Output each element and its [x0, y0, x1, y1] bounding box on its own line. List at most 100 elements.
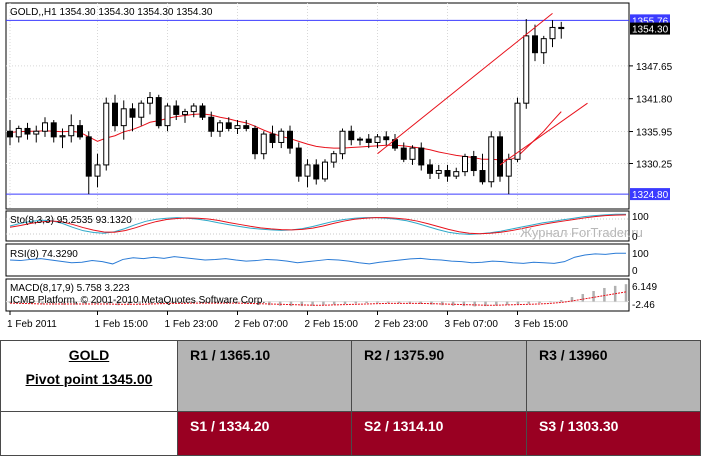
candle-body [164, 105, 171, 127]
candle-body [479, 170, 486, 183]
candle-body [558, 26, 565, 30]
candle [322, 159, 328, 182]
lower-price-label: 1324.80 [632, 190, 669, 201]
indicator-layer [6, 213, 629, 307]
macd-scale-bottom: -2.46 [632, 300, 655, 311]
candle [164, 103, 171, 132]
candle-body [488, 136, 495, 183]
candle [287, 125, 293, 154]
rsi-scale-top: 100 [632, 249, 649, 260]
macd-label: MACD(8,17,9) 5.758 3.223 [10, 283, 130, 294]
sto-scale-top: 100 [632, 212, 649, 223]
candle [199, 103, 206, 121]
candle-body [199, 105, 206, 118]
candle-body [208, 116, 215, 132]
candle-body [339, 130, 346, 155]
candle-body [260, 133, 267, 155]
candle-body [453, 171, 460, 177]
candle [330, 150, 337, 168]
candle-body [322, 161, 328, 180]
candle [374, 134, 381, 149]
lower-price-label-bg [630, 188, 670, 201]
candle [147, 91, 153, 115]
candle-body [427, 164, 433, 174]
candle [409, 145, 416, 165]
candle [532, 24, 538, 62]
candle-body [243, 125, 250, 129]
candle [269, 125, 276, 149]
candle-body [24, 127, 31, 135]
candle [59, 128, 66, 149]
candle-body [532, 35, 538, 54]
candle-body [330, 153, 337, 163]
rsi-scale-bottom: 0 [632, 266, 638, 277]
candle-body [313, 164, 320, 180]
symbol-header: GOLD,,H1 1354.30 1354.30 1354.30 1354.30 [10, 7, 213, 18]
lower-trendline [499, 102, 588, 166]
candle-body [418, 147, 425, 166]
candle [558, 21, 565, 39]
candle [549, 20, 556, 48]
candle [462, 153, 468, 177]
upper-trendline [377, 13, 553, 155]
candle [453, 167, 460, 179]
watermark-text: Журнал ForTrader.ru [520, 225, 643, 240]
candle-layer [7, 19, 565, 195]
candle [182, 108, 188, 123]
candle-body [94, 164, 101, 177]
candle [77, 120, 83, 140]
candle-body [120, 108, 127, 127]
candle [112, 94, 118, 132]
macd-signal-line [9, 291, 627, 306]
candle-body [33, 130, 40, 135]
candle-body [365, 138, 372, 143]
x-tick-label: 2 Feb 15:00 [305, 319, 359, 330]
candle [497, 131, 503, 182]
candle-body [540, 38, 547, 54]
axis-layer: 1 Feb 2011 1 Feb 15:00 1 Feb 23:00 2 Feb 07… [7, 14, 673, 330]
candle-body [15, 127, 22, 138]
candle [190, 103, 197, 118]
pivot-point: Pivot point 1345.00 [25, 371, 153, 387]
candle-body [287, 130, 293, 149]
r1-cell: R1 / 1365.10 [177, 340, 352, 412]
candle [234, 120, 241, 135]
upper-price-label-bg [630, 14, 670, 27]
candle-body [252, 127, 258, 155]
candle-body [112, 102, 118, 127]
x-tick-label: 3 Feb 15:00 [515, 319, 569, 330]
symbol-cell: GOLD Pivot point 1345.00 [0, 340, 178, 412]
candle [260, 131, 267, 160]
candle-body [470, 156, 477, 172]
y-tick-label: 1347.65 [636, 62, 673, 73]
candle [173, 100, 180, 121]
candle [339, 128, 346, 160]
candle [444, 164, 451, 182]
candle [252, 125, 258, 160]
candle [42, 117, 48, 137]
candle-body [225, 122, 232, 129]
candle [435, 164, 442, 179]
x-tick-label: 2 Feb 23:00 [375, 319, 429, 330]
candle [243, 120, 250, 132]
candle [129, 103, 136, 132]
candle [400, 142, 407, 163]
candle-body [59, 135, 66, 138]
candle [540, 35, 547, 64]
candle-body [129, 108, 136, 118]
candle [7, 120, 13, 146]
chart-area: 1 Feb 2011 1 Feb 15:00 1 Feb 23:00 2 Feb 07… [5, 2, 673, 330]
x-tick-label: 2 Feb 07:00 [235, 319, 289, 330]
upper-price-label: 1355.76 [632, 16, 669, 27]
candle [208, 111, 215, 137]
candle-body [514, 102, 521, 160]
y-tick-label: 1341.80 [636, 95, 673, 106]
candle [33, 125, 40, 143]
candle-body [295, 147, 302, 177]
empty-cell [0, 411, 178, 456]
candle [217, 120, 223, 137]
copyright-text: ICMB Platform, © 2001-2010 MetaQuotes So… [10, 295, 265, 306]
candle-body [497, 136, 503, 177]
candle [68, 114, 75, 143]
candle [304, 159, 311, 188]
